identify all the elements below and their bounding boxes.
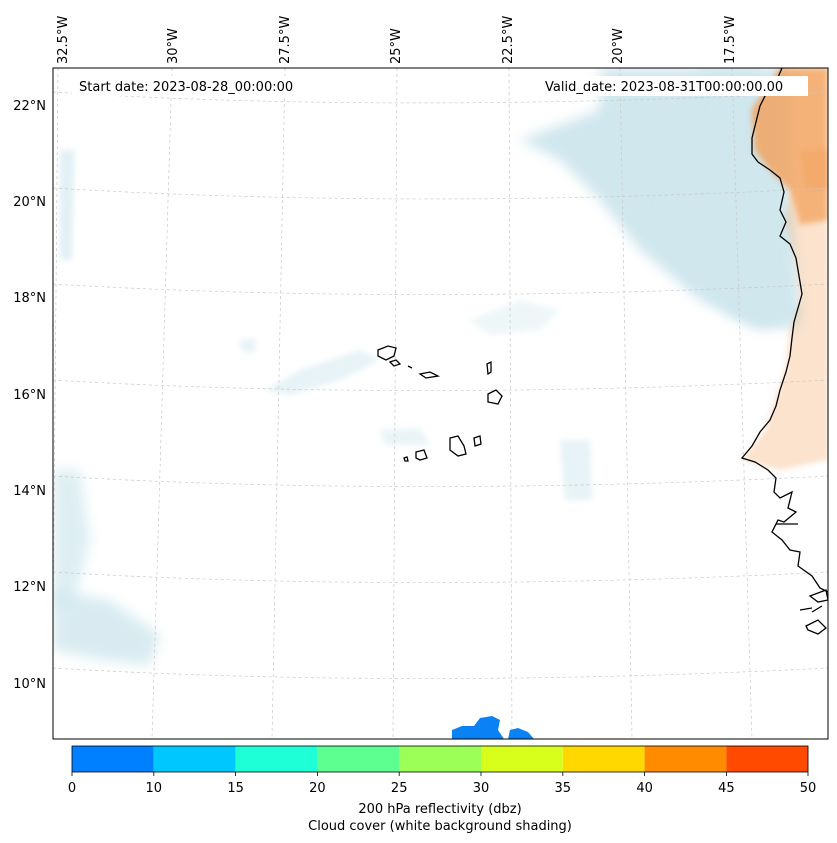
start-date-label: Start date: 2023-08-28_00:00:00	[79, 80, 293, 95]
colorbar-tick-15: 15	[227, 781, 244, 796]
colorbar-tick-25: 25	[391, 781, 408, 796]
lat-label-10n: 10°N	[13, 677, 46, 692]
island-sao-nicolau	[418, 371, 441, 379]
colorbar-label: 200 hPa reflectivity (dbz)	[358, 802, 521, 817]
colorbar-tick-35: 35	[555, 781, 572, 796]
colorbar-tick-10: 10	[146, 781, 163, 796]
lon-label-27-5w: 27.5°W	[278, 16, 293, 64]
lat-label-16n: 16°N	[13, 388, 46, 403]
colorbar-frame	[71, 745, 809, 773]
colorbar: 0 10 15 20 25 30 35 40 45 50 200 hPa ref…	[68, 745, 817, 834]
lat-label-22n: 22°N	[13, 99, 46, 114]
colorbar-segment-35-40	[562, 746, 645, 772]
island-santiago	[449, 435, 467, 457]
colorbar-tick-marks	[71, 772, 809, 776]
colorbar-segment-0-10	[72, 746, 154, 772]
colorbar-tick-30: 30	[473, 781, 490, 796]
lat-label-12n: 12°N	[13, 580, 46, 595]
colorbar-tick-40: 40	[636, 781, 653, 796]
lon-label-25w: 25°W	[389, 28, 404, 64]
lon-label-20w: 20°W	[611, 28, 626, 64]
island-brava	[403, 456, 409, 462]
colorbar-tick-20: 20	[309, 781, 326, 796]
land-shading	[742, 68, 828, 470]
valid-date-box	[538, 76, 808, 96]
lon-label-22-5w: 22.5°W	[501, 16, 516, 64]
lon-label-17-5w: 17.5°W	[723, 16, 738, 64]
colorbar-segment-25-30	[399, 746, 481, 772]
coastlines	[377, 68, 828, 635]
colorbar-segment-20-25	[317, 746, 400, 772]
reflectivity-echoes	[452, 716, 534, 739]
lon-label-30w: 30°W	[166, 28, 181, 64]
island-maio	[473, 435, 482, 447]
colorbar-tick-0: 0	[68, 781, 76, 796]
colorbar-segment-15-20	[235, 746, 318, 772]
lat-label-14n: 14°N	[13, 484, 46, 499]
colorbar-segment-10-15	[153, 746, 236, 772]
island-sao-vicente	[388, 359, 402, 367]
colorbar-segment-40-45	[644, 746, 727, 772]
colorbar-tick-50: 50	[800, 781, 817, 796]
colorbar-segment-30-35	[481, 746, 563, 772]
island-fogo	[415, 449, 428, 461]
latitude-labels: 22°N 20°N 18°N 16°N 14°N 12°N 10°N	[13, 99, 46, 692]
start-date-box	[72, 76, 310, 96]
lat-label-18n: 18°N	[13, 291, 46, 306]
island-santa-luzia	[407, 365, 413, 369]
valid-date-label: Valid_date: 2023-08-31T00:00:00.00	[545, 80, 783, 95]
colorbar-sublabel: Cloud cover (white background shading)	[308, 819, 572, 834]
lon-label-32-5w: 32.5°W	[56, 16, 71, 64]
lat-label-20n: 20°N	[13, 195, 46, 210]
colorbar-tick-45: 45	[718, 781, 735, 796]
island-sal	[486, 360, 492, 376]
map-frame	[52, 67, 829, 740]
island-santo-antao	[377, 345, 397, 361]
colorbar-segment-45-50	[726, 746, 809, 772]
graticule	[53, 68, 828, 739]
island-boa-vista	[487, 389, 503, 405]
longitude-labels: 32.5°W 30°W 27.5°W 25°W 22.5°W 20°W 17.5…	[56, 16, 738, 64]
